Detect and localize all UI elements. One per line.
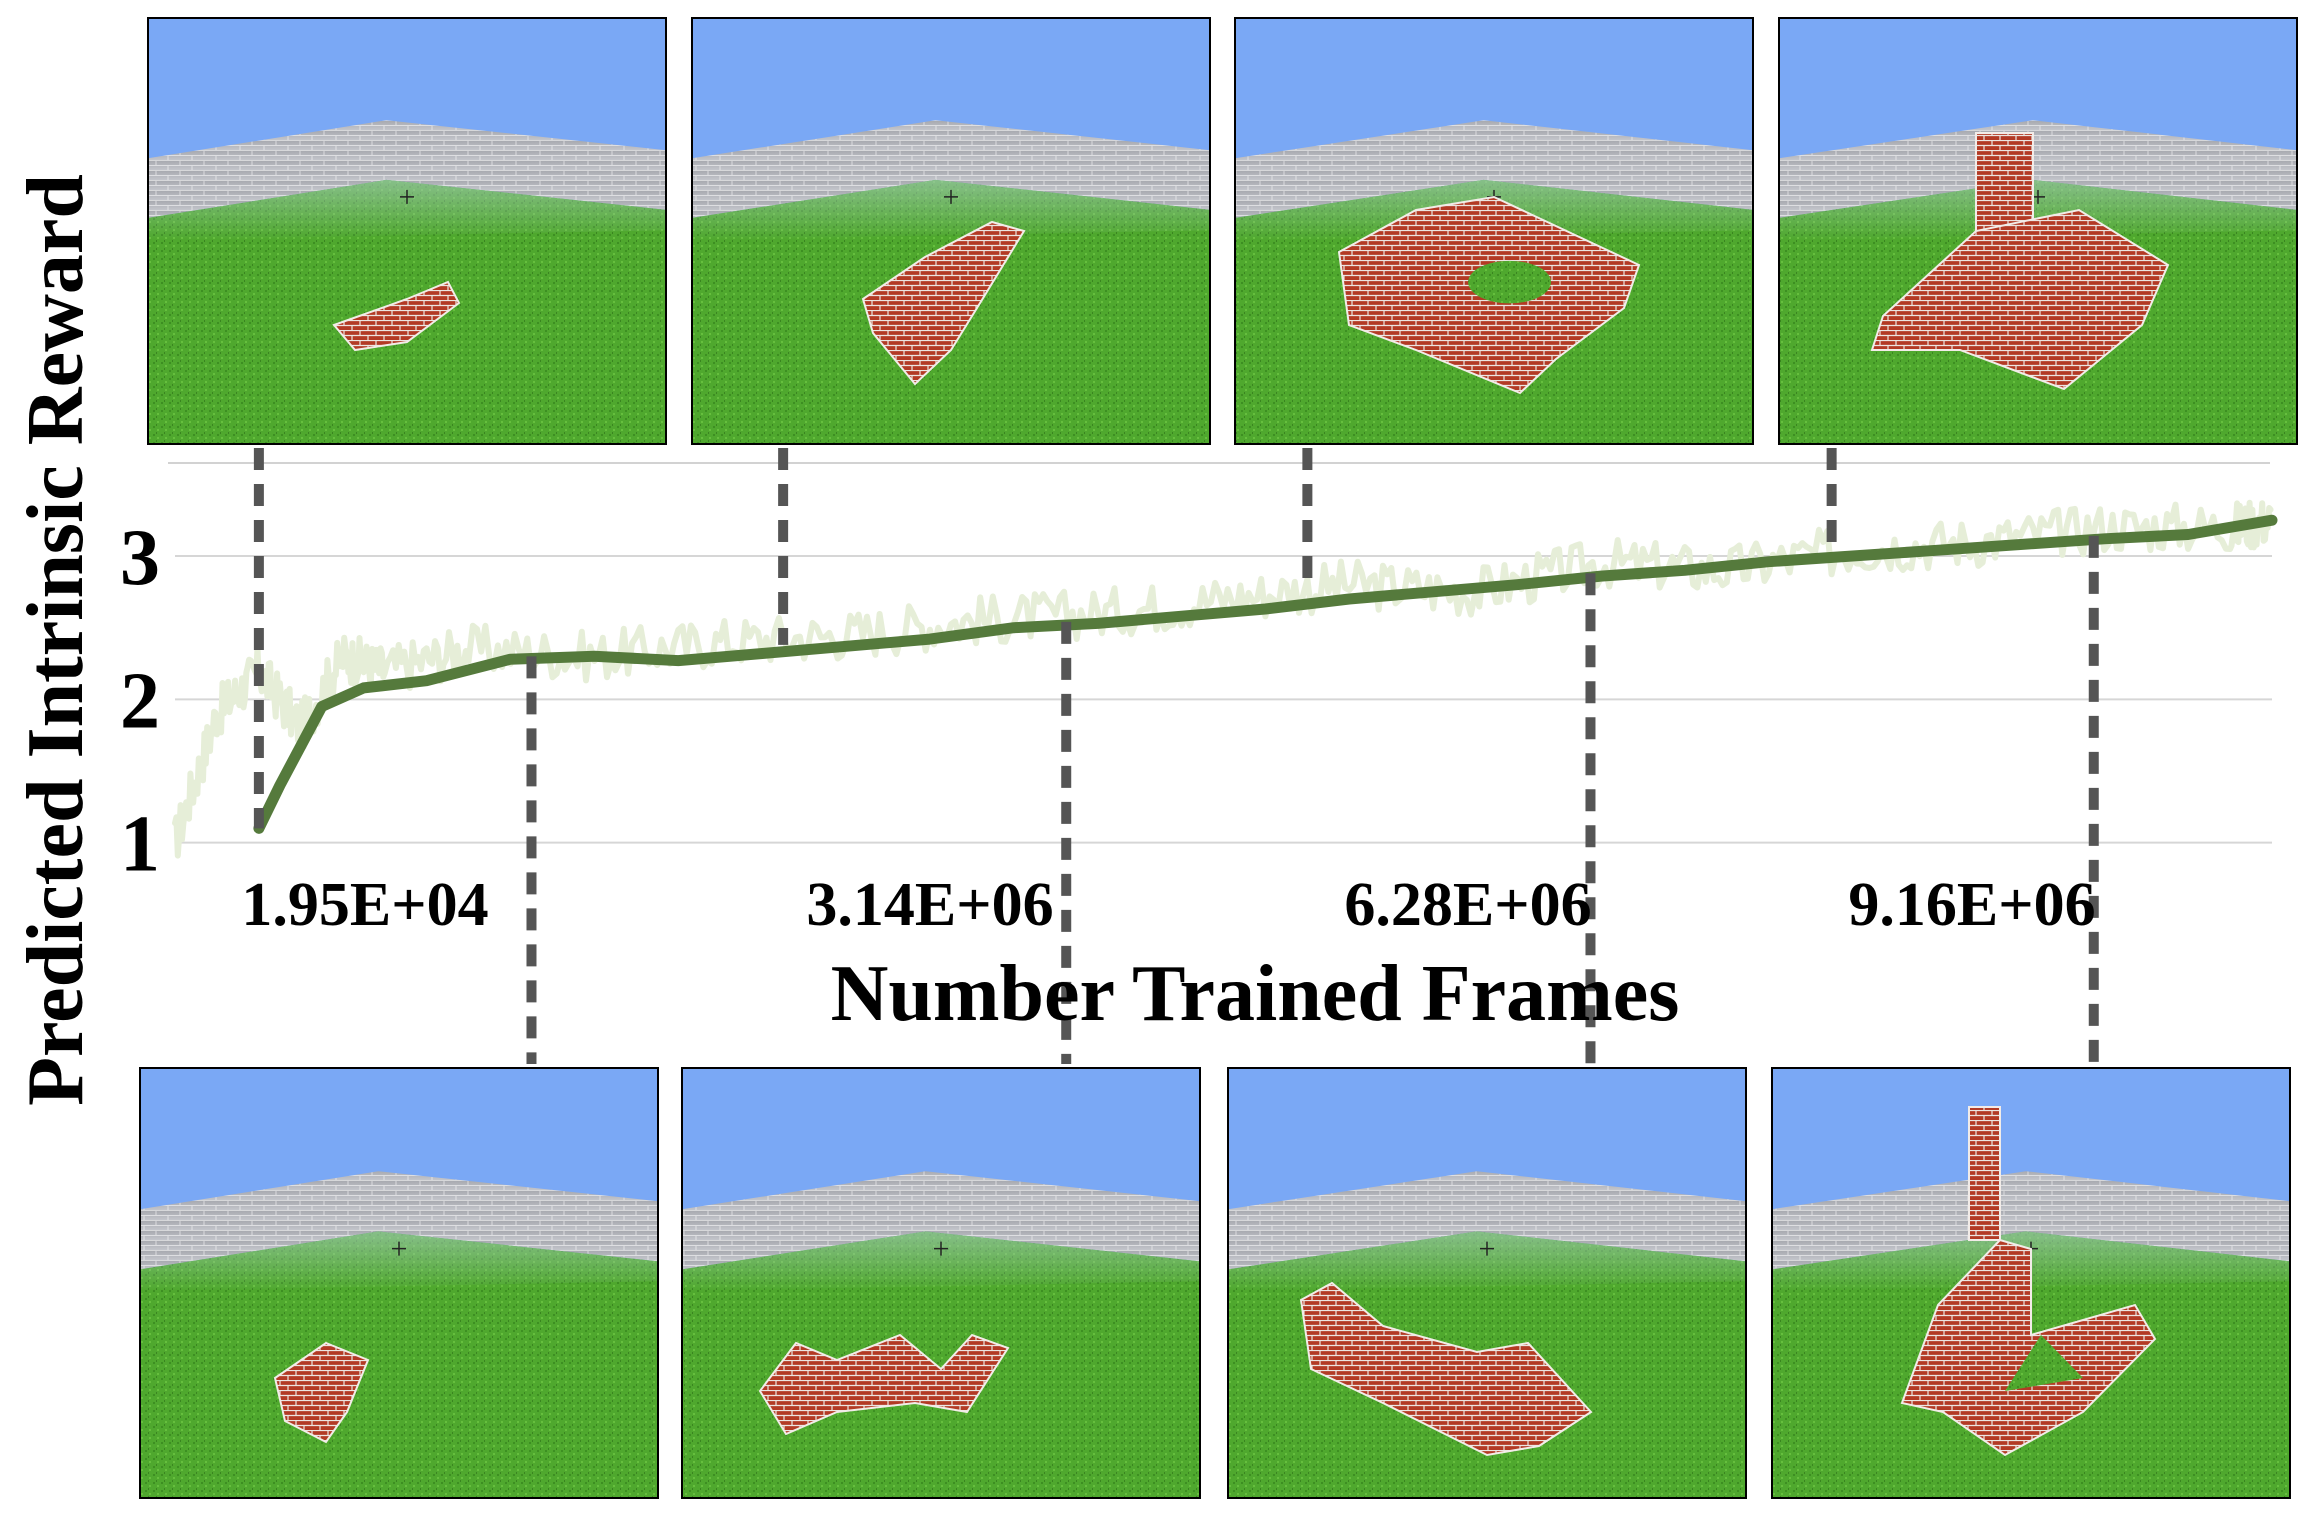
snapshot-bottom-2: [681, 1067, 1201, 1499]
y-tick-labels: 1 2 3: [120, 514, 160, 889]
x-axis-label: Number Trained Frames: [831, 950, 1680, 1038]
smoothed-series: [253, 514, 2278, 834]
x-annotations: 1.95E+04 3.14E+06 6.28E+06 9.16E+06: [241, 871, 2095, 939]
y-tick-2: 2: [120, 657, 160, 745]
x-annotation-4: 9.16E+06: [1848, 871, 2095, 939]
snapshot-images: [139, 17, 2298, 1499]
snapshot-top-3: [1234, 17, 1754, 445]
y-tick-3: 3: [120, 514, 160, 602]
x-annotation-3: 6.28E+06: [1344, 871, 1591, 939]
snapshot-top-2: [691, 17, 1211, 445]
x-annotation-2: 3.14E+06: [806, 871, 1053, 939]
x-annotation-1: 1.95E+04: [241, 871, 488, 939]
snapshot-bottom-3: [1227, 1067, 1747, 1499]
snapshot-top-4: [1778, 17, 2298, 445]
snapshot-bottom-1: [139, 1067, 659, 1499]
y-axis-label: Predicted Intrinsic Reward: [12, 174, 100, 1106]
snapshot-bottom-4: [1771, 1067, 2291, 1499]
smoothed-line: [253, 514, 2278, 834]
y-tick-1: 1: [120, 801, 160, 889]
snapshot-top-1: [147, 17, 667, 445]
snapshot-connectors: [253, 448, 2099, 1064]
